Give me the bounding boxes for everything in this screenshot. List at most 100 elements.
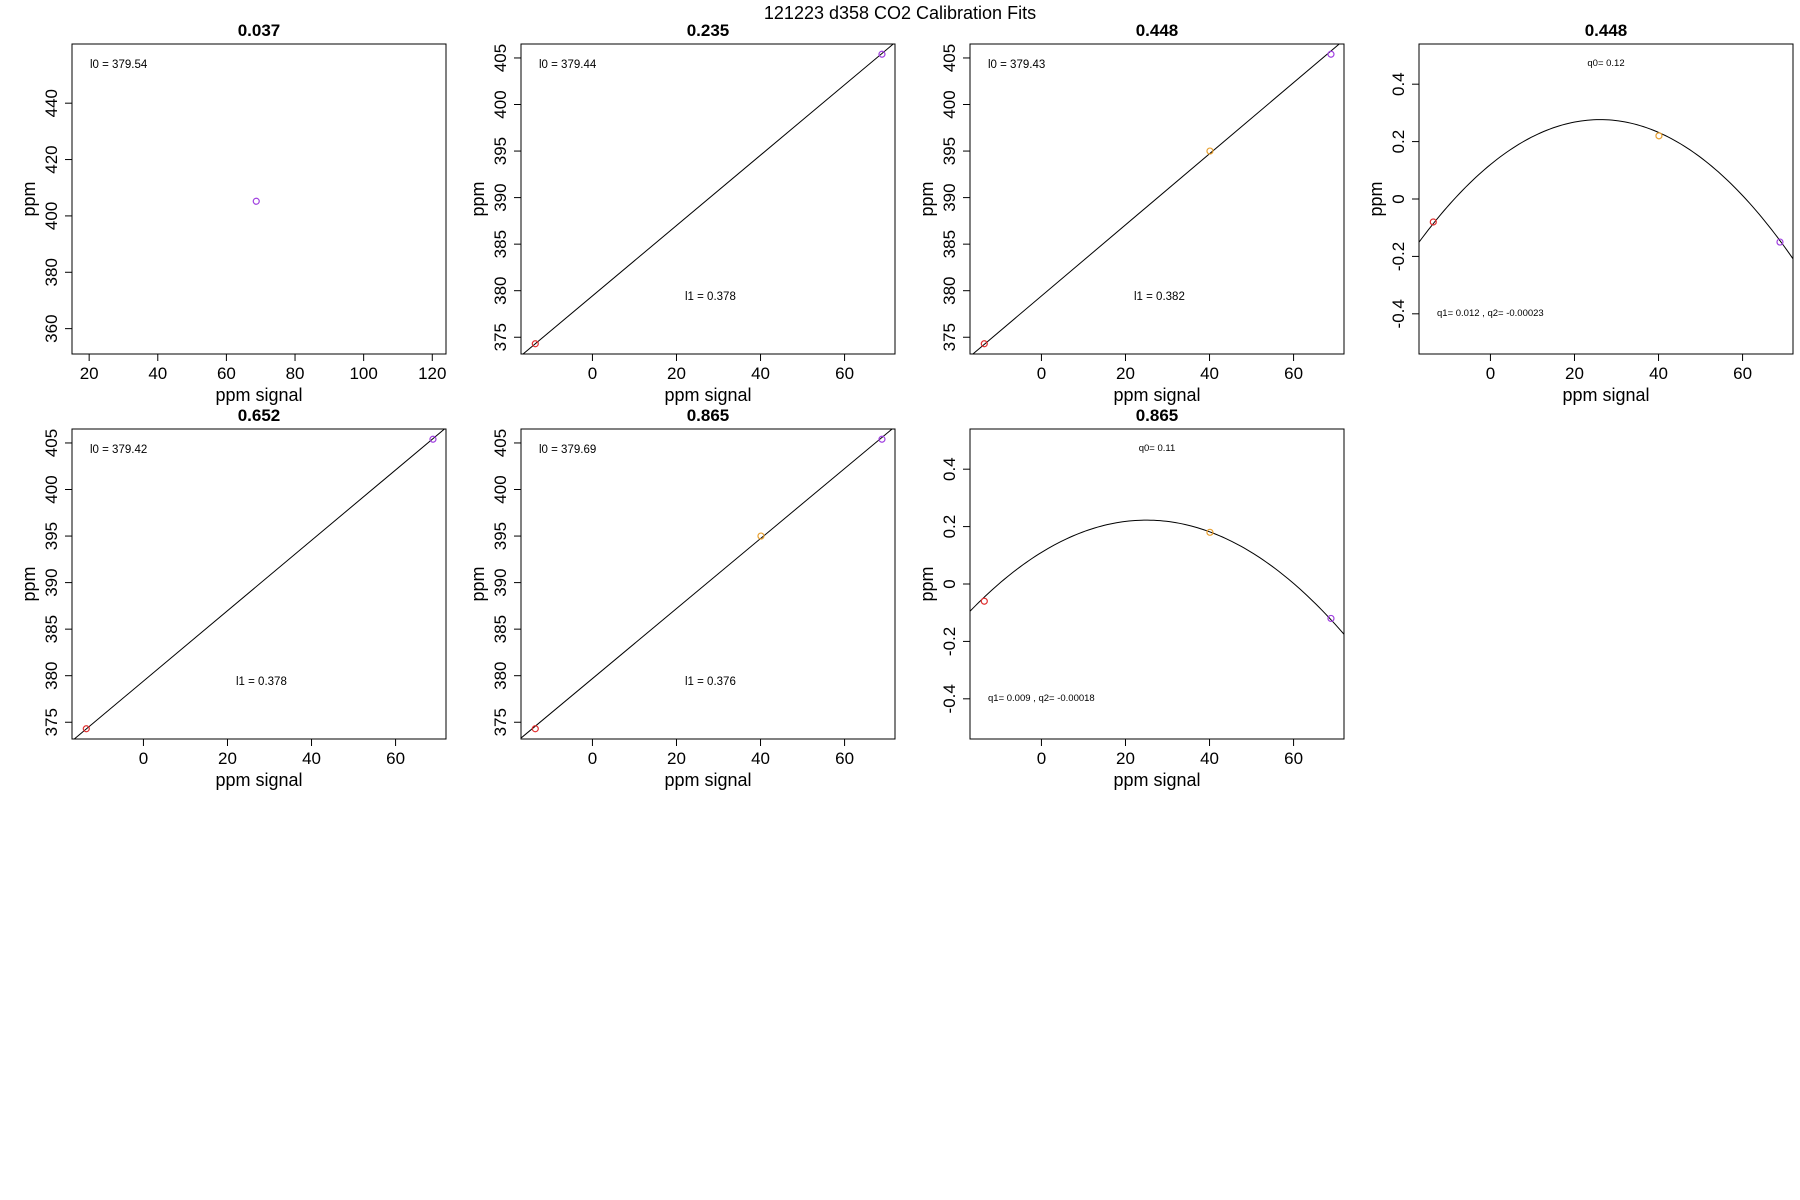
y-tick-label: 390: [491, 568, 510, 596]
panel-6: 0.865 0 20 40 60 ppm signal 375 380 385 390 395 400…: [468, 406, 896, 790]
y-tick-label: 405: [491, 44, 510, 72]
y-tick-label: 375: [491, 323, 510, 351]
y-tick-label: 380: [42, 258, 61, 286]
panel-title: 0.037: [238, 21, 281, 40]
y-tick-label: 385: [940, 230, 959, 258]
x-tick-label: 0: [139, 749, 148, 768]
data-point: [1327, 614, 1335, 623]
panel-title: 0.448: [1136, 21, 1179, 40]
fit-annotation: q0= 0.11: [1139, 443, 1176, 454]
x-tick-label: 0: [588, 749, 597, 768]
y-tick-label: -0.2: [1389, 242, 1408, 271]
fit-annotation: q1= 0.009 , q2= -0.00018: [988, 693, 1095, 704]
figure-title: 121223 d358 CO2 Calibration Fits: [764, 3, 1036, 23]
x-tick-label: 40: [1200, 364, 1219, 383]
data-point: [82, 725, 90, 733]
data-point: [757, 532, 765, 540]
x-axis-label: ppm signal: [1113, 385, 1200, 405]
data-point: [1327, 50, 1335, 58]
x-tick-label: 0: [588, 364, 597, 383]
data-point: [531, 725, 539, 733]
data-point: [1206, 147, 1214, 155]
y-tick-label: 385: [42, 615, 61, 643]
y-tick-label: 385: [491, 230, 510, 258]
y-tick-label: 0.4: [940, 457, 959, 481]
y-tick-label: 420: [42, 145, 61, 173]
y-tick-label: 0.2: [1389, 130, 1408, 154]
y-tick-label: 390: [491, 183, 510, 211]
fit-curve: [1419, 119, 1793, 260]
y-tick-label: 405: [42, 429, 61, 457]
y-tick-label: -0.4: [1389, 299, 1408, 328]
y-tick-label: 400: [491, 475, 510, 503]
data-point: [980, 597, 988, 605]
x-tick-label: 20: [1565, 364, 1584, 383]
y-axis-label: ppm: [19, 181, 39, 216]
fit-annotation: l0 = 379.69: [539, 444, 596, 456]
x-tick-label: 40: [302, 749, 321, 768]
fit-annotation: l1 = 0.378: [685, 291, 736, 303]
x-tick-label: 120: [418, 364, 446, 383]
x-tick-label: 0: [1486, 364, 1495, 383]
y-tick-label: 380: [491, 277, 510, 305]
y-tick-label: 405: [491, 429, 510, 457]
y-tick-label: 395: [491, 137, 510, 165]
data-point: [1206, 528, 1214, 536]
y-tick-label: 395: [491, 522, 510, 550]
x-tick-label: 20: [80, 364, 99, 383]
x-tick-label: 20: [667, 749, 686, 768]
y-tick-label: 395: [42, 522, 61, 550]
fit-line: [73, 429, 446, 739]
plot-frame: [520, 428, 896, 740]
fit-annotation: l0 = 379.54: [90, 59, 148, 71]
y-tick-label: 360: [42, 314, 61, 342]
panel-title: 0.235: [687, 21, 730, 40]
x-axis-label: ppm signal: [664, 385, 751, 405]
x-axis-label: ppm signal: [664, 770, 751, 790]
y-tick-label: 405: [940, 44, 959, 72]
data-point: [1776, 238, 1784, 246]
y-tick-label: 375: [42, 708, 61, 736]
x-axis-label: ppm signal: [215, 385, 302, 405]
panel-4: 0.448 0 20 40 60 ppm signal -0.4 -0.2 0 0.2 0.4 ppm…: [1366, 21, 1794, 405]
panel-title: 0.652: [238, 406, 281, 425]
x-tick-label: 60: [1284, 749, 1303, 768]
x-tick-label: 20: [667, 364, 686, 383]
y-tick-label: 380: [940, 277, 959, 305]
y-axis-label: ppm: [1366, 181, 1386, 216]
y-axis-label: ppm: [917, 566, 937, 601]
plot-frame: [969, 43, 1345, 355]
data-point: [1655, 132, 1663, 140]
y-tick-label: 0: [1389, 194, 1408, 203]
data-point: [878, 50, 886, 58]
y-tick-label: 440: [42, 89, 61, 117]
y-axis-label: ppm: [19, 566, 39, 601]
y-tick-label: -0.4: [940, 684, 959, 713]
y-tick-label: 0.4: [1389, 72, 1408, 96]
y-tick-label: 400: [42, 202, 61, 230]
fit-annotation: l0 = 379.43: [988, 59, 1045, 71]
x-tick-label: 100: [349, 364, 377, 383]
y-tick-label: 400: [940, 90, 959, 118]
x-tick-label: 0: [1037, 364, 1046, 383]
y-tick-label: 0: [940, 579, 959, 588]
y-tick-label: 380: [491, 662, 510, 690]
x-tick-label: 40: [1649, 364, 1668, 383]
y-tick-label: 390: [42, 568, 61, 596]
x-axis-label: ppm signal: [215, 770, 302, 790]
fit-line: [522, 44, 895, 354]
x-tick-label: 60: [1284, 364, 1303, 383]
panel-title: 0.865: [1136, 406, 1179, 425]
y-tick-label: -0.2: [940, 627, 959, 656]
panel-1: 0.037 20 40 60 80 100 120 ppm signal 360 380 400 42…: [19, 21, 447, 405]
x-tick-label: 60: [217, 364, 236, 383]
x-tick-label: 20: [1116, 364, 1135, 383]
x-axis-label: ppm signal: [1113, 770, 1200, 790]
fit-annotation: l1 = 0.378: [236, 676, 287, 688]
data-point: [878, 435, 886, 443]
panel-7: 0.865 0 20 40 60 ppm signal -0.4 -0.2 0 0.2 0.4 ppm…: [917, 406, 1345, 790]
y-tick-label: 400: [42, 475, 61, 503]
panel-5: 0.652 0 20 40 60 ppm signal 375 380 385 390 395 400…: [19, 406, 447, 790]
y-axis-label: ppm: [468, 181, 488, 216]
x-tick-label: 60: [386, 749, 405, 768]
